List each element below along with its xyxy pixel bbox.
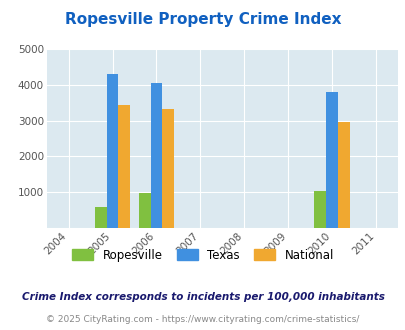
- Legend: Ropesville, Texas, National: Ropesville, Texas, National: [67, 244, 338, 266]
- Bar: [107, 75, 118, 228]
- Bar: [313, 191, 325, 228]
- Bar: [325, 92, 337, 228]
- Bar: [162, 109, 174, 228]
- Bar: [139, 193, 150, 228]
- Bar: [150, 82, 162, 228]
- Bar: [337, 122, 349, 228]
- Bar: [94, 207, 107, 228]
- Text: Crime Index corresponds to incidents per 100,000 inhabitants: Crime Index corresponds to incidents per…: [21, 292, 384, 302]
- Bar: [118, 105, 130, 228]
- Text: Ropesville Property Crime Index: Ropesville Property Crime Index: [64, 12, 341, 26]
- Text: © 2025 CityRating.com - https://www.cityrating.com/crime-statistics/: © 2025 CityRating.com - https://www.city…: [46, 315, 359, 324]
